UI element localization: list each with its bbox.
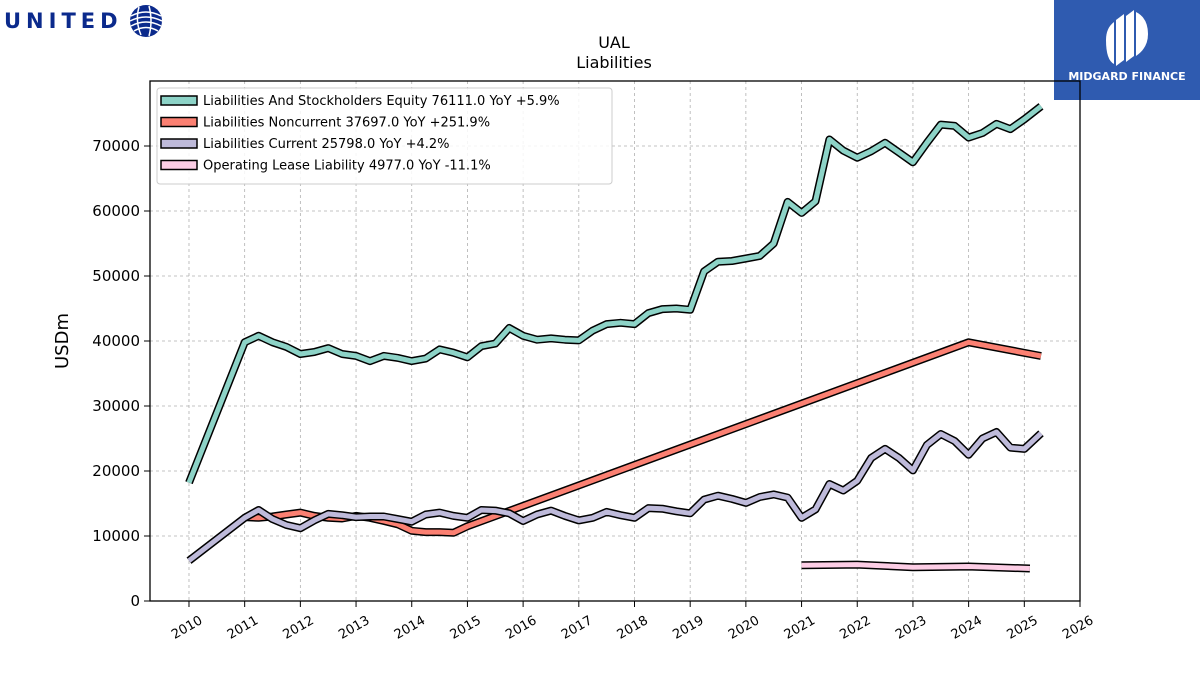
midgard-emblem-icon — [1106, 10, 1148, 66]
united-wordmark: UNITED — [4, 9, 123, 33]
x-tick-label: 2012 — [281, 613, 317, 643]
y-tick-label: 60000 — [92, 202, 140, 220]
x-tick-label: 2015 — [448, 613, 484, 643]
x-tick-label: 2018 — [615, 613, 651, 643]
x-tick-label: 2011 — [225, 613, 261, 643]
y-tick-label: 10000 — [92, 527, 140, 545]
series-2-line — [187, 429, 1043, 563]
midgard-finance-logo: MIDGARD FINANCE — [1054, 0, 1200, 100]
plot-frame — [149, 80, 1081, 602]
x-tick-label: 2016 — [503, 613, 539, 643]
united-logo: UNITED — [4, 4, 163, 38]
x-tick-label: 2026 — [1060, 613, 1096, 643]
y-tick-label: 70000 — [92, 137, 140, 155]
x-tick-label: 2020 — [726, 613, 762, 643]
legend-swatch — [160, 138, 198, 149]
series-1-line — [244, 339, 1042, 536]
midgard-finance-text: MIDGARD FINANCE — [1068, 70, 1186, 83]
series-0-line — [186, 104, 1043, 484]
x-tick-label: 2025 — [1004, 613, 1040, 643]
x-tick-label: 2013 — [336, 613, 372, 643]
x-tick-label: 2014 — [392, 613, 428, 643]
globe-icon — [128, 4, 163, 38]
legend-label: Liabilities Current 25798.0 YoY +4.2% — [203, 137, 450, 152]
x-tick-label: 2021 — [782, 613, 818, 643]
x-tick-label: 2023 — [893, 613, 929, 643]
legend-label: Operating Lease Liability 4977.0 YoY -11… — [203, 159, 491, 174]
legend-swatch — [160, 159, 198, 171]
legend-swatch — [160, 95, 198, 106]
x-tick-label: 2019 — [670, 613, 706, 643]
y-tick-label: 50000 — [92, 267, 140, 285]
series-1-outline — [244, 338, 1042, 537]
y-tick-label: 0 — [130, 592, 140, 610]
x-tick-label: 2017 — [559, 613, 595, 643]
legend-label: Liabilities Noncurrent 37697.0 YoY +251.… — [203, 116, 490, 131]
legend: Liabilities And Stockholders Equity 7611… — [156, 87, 613, 185]
x-tick-label: 2010 — [169, 613, 205, 643]
series-3-line — [801, 562, 1030, 571]
y-tick-label: 20000 — [92, 462, 140, 480]
y-axis-label: USDm — [52, 313, 73, 369]
legend-box — [156, 87, 613, 185]
chart-subtitle: Liabilities — [576, 53, 652, 72]
y-tick-label: 40000 — [92, 332, 140, 350]
x-tick-label: 2024 — [949, 613, 985, 643]
x-tick-label: 2022 — [837, 613, 873, 643]
chart-title: UAL — [598, 33, 630, 52]
legend-label: Liabilities And Stockholders Equity 7611… — [203, 94, 560, 109]
legend-swatch — [160, 116, 198, 128]
series-lines — [185, 103, 1044, 573]
y-tick-label: 30000 — [92, 397, 140, 415]
